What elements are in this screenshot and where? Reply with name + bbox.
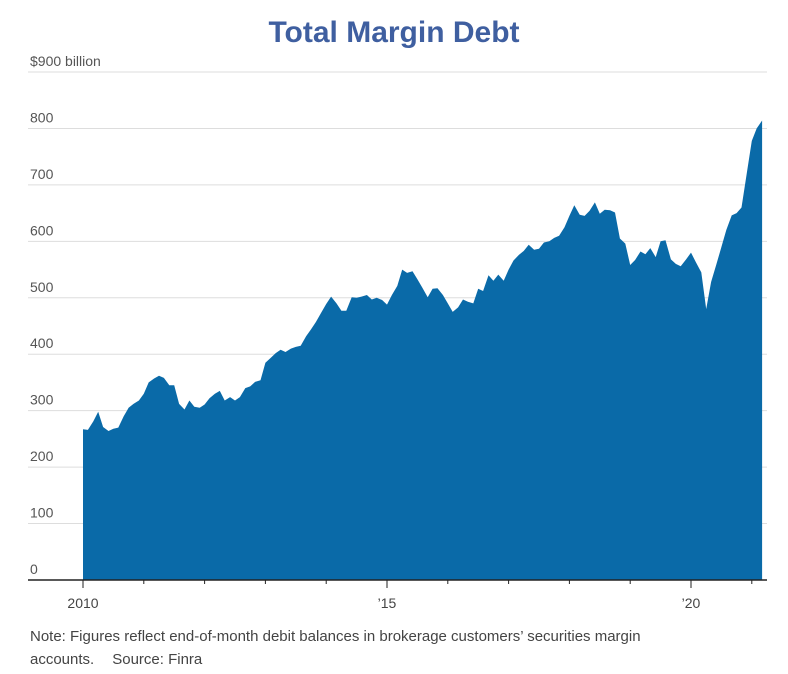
y-tick-label: 500: [30, 279, 54, 295]
x-axis-ticks: 2010 ’15 ’20: [67, 580, 753, 611]
note-text: Note: Figures reflect end-of-month debit…: [30, 628, 641, 668]
y-tick-label: 400: [30, 335, 54, 351]
chart-title: Total Margin Debt: [268, 16, 520, 49]
y-tick-label: 700: [30, 166, 54, 182]
y-tick-label: 200: [30, 448, 54, 464]
y-tick-label: $900 billion: [30, 53, 101, 69]
margin-debt-area: [83, 120, 763, 580]
chart-note: Note: Figures reflect end-of-month debit…: [30, 625, 770, 671]
y-tick-label: 300: [30, 392, 54, 408]
x-tick-label: ’20: [682, 595, 701, 611]
y-axis-labels: $900 billion 800 700 600 500 400 300 200 100 0: [30, 53, 101, 577]
y-tick-label: 100: [30, 505, 54, 521]
y-tick-label: 800: [30, 109, 54, 125]
y-tick-label: 0: [30, 561, 38, 577]
x-tick-label: ’15: [378, 595, 397, 611]
source-text: Source: Finra: [112, 651, 203, 668]
x-tick-label: 2010: [67, 595, 98, 611]
y-tick-label: 600: [30, 222, 54, 238]
